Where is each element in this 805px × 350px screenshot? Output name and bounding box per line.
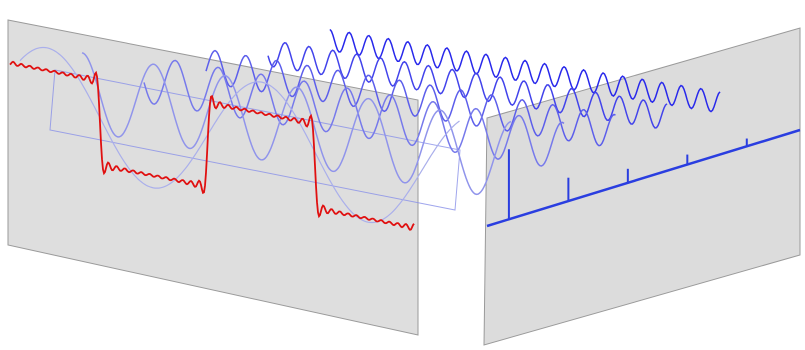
fourier-diagram: [0, 0, 805, 350]
time-panel: [8, 20, 418, 335]
page: {} (() => { const data = JSON.parse(docu…: [0, 0, 805, 350]
